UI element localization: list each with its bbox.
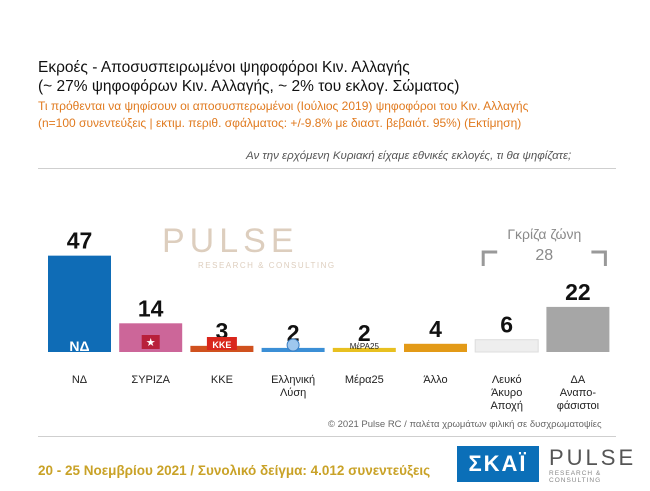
data-label: 6 <box>500 312 513 338</box>
tick-label: ΝΔ <box>72 374 88 386</box>
syriza-logo <box>141 335 160 349</box>
data-label: 4 <box>429 316 442 342</box>
grey-zone-bracket-left <box>481 250 498 266</box>
data-label: 47 <box>67 228 93 254</box>
tick-label: Μέρα25 <box>345 374 384 386</box>
syriza-logo-star: ★ <box>146 337 156 349</box>
pulse-logo-tagline: RESEARCH & CONSULTING <box>549 470 602 484</box>
bar <box>404 343 467 352</box>
watermark-name: PULSE <box>162 222 299 260</box>
data-label: 2 <box>358 320 371 346</box>
grey-zone-bracket-right <box>591 250 607 266</box>
pulse-logo: PULSE RESEARCH & CONSULTING <box>549 445 641 485</box>
nd-logo: ΝΔ <box>69 338 89 354</box>
kke-logo-text: ΚΚΕ <box>212 340 231 350</box>
grey-zone-value: 28 <box>535 247 553 264</box>
divider-line <box>38 168 616 169</box>
mera25-logo: ΜέΡΑ25 <box>350 342 380 351</box>
pulse-watermark: PULSE RESEARCH & CONSULTING <box>162 222 336 270</box>
data-label: 22 <box>565 279 591 305</box>
bar <box>48 255 111 352</box>
kke-logo <box>206 337 237 350</box>
tick-label: Ελληνική Λύση <box>271 374 315 399</box>
bar <box>332 347 396 352</box>
tick-label: Λευκό Άκυρο Αποχή <box>490 374 522 412</box>
copyright-text: © 2021 Pulse RC / παλέτα χρωμάτων φιλική… <box>328 419 602 430</box>
tick-label: ΔΑ Αναπο-φάσιστοι <box>557 374 600 412</box>
survey-question: Αν την ερχόμενη Κυριακή είχαμε εθνικές ε… <box>246 150 572 162</box>
chart-title: Εκροές - Αποσυσπειρωμένοι ψηφοφόροι Κιν.… <box>38 59 460 95</box>
pulse-logo-name: PULSE <box>549 445 637 470</box>
bar <box>474 339 539 353</box>
tick-label: Άλλο <box>423 374 447 386</box>
data-label: 14 <box>138 295 164 321</box>
grey-zone-label: Γκρίζα ζώνη <box>507 226 581 242</box>
el-logo <box>286 338 300 352</box>
chart-subtitle: Τι πρόθενται να ψηφίσουν οι αποσυσπερωμέ… <box>38 99 529 130</box>
footer-divider <box>38 436 616 437</box>
skai-logo: ΣΚΑΪ <box>457 446 539 482</box>
bar <box>546 306 610 352</box>
watermark-tagline: RESEARCH & CONSULTING <box>198 261 336 270</box>
fieldwork-dates: 20 - 25 Νοεμβρίου 2021 / Συνολικό δείγμα… <box>38 463 431 478</box>
tick-label: ΚΚΕ <box>211 374 233 386</box>
tick-label: ΣΥΡΙΖΑ <box>131 374 170 386</box>
